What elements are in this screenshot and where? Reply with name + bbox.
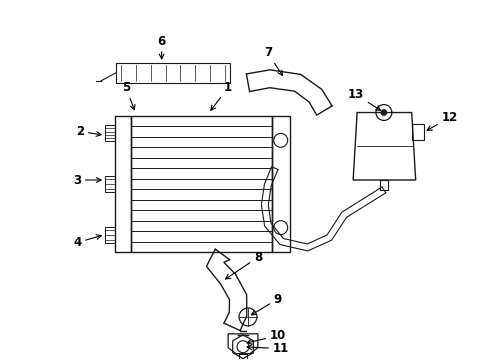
Text: 8: 8	[225, 251, 262, 279]
Text: 11: 11	[246, 342, 288, 355]
Text: 10: 10	[246, 329, 285, 344]
Text: 1: 1	[210, 81, 232, 110]
Text: 13: 13	[347, 88, 380, 111]
Text: 4: 4	[73, 235, 101, 249]
Text: 5: 5	[122, 81, 135, 110]
Text: 7: 7	[263, 46, 282, 75]
Text: 6: 6	[157, 35, 165, 59]
Text: 2: 2	[76, 125, 101, 138]
Text: 9: 9	[251, 293, 281, 315]
Circle shape	[380, 109, 386, 116]
Text: 12: 12	[426, 111, 457, 130]
Text: 3: 3	[73, 174, 101, 186]
